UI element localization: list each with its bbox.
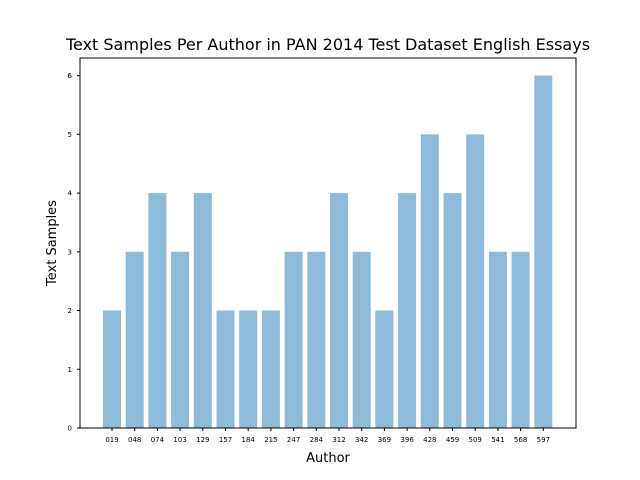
bar-428 bbox=[420, 134, 439, 428]
bar-019 bbox=[103, 310, 121, 428]
bar-459 bbox=[443, 193, 462, 428]
x-tick-label: 074 bbox=[151, 436, 165, 444]
bar-157 bbox=[216, 310, 235, 428]
x-tick-label: 019 bbox=[105, 436, 118, 444]
bar-568 bbox=[511, 251, 530, 428]
x-tick-label: 396 bbox=[400, 436, 414, 444]
x-tick-label: 312 bbox=[332, 436, 345, 444]
x-tick-label: 428 bbox=[423, 436, 436, 444]
x-tick-label: 184 bbox=[242, 436, 256, 444]
x-axis-label: Author bbox=[306, 451, 350, 466]
bar-074 bbox=[148, 193, 167, 428]
x-tick-label: 459 bbox=[446, 436, 459, 444]
y-tick-label: 2 bbox=[68, 307, 72, 315]
bar-541 bbox=[488, 251, 507, 428]
x-tick-label: 157 bbox=[219, 436, 232, 444]
x-tick-label: 342 bbox=[355, 436, 368, 444]
bar-597 bbox=[534, 75, 553, 428]
x-tick-label: 541 bbox=[491, 436, 504, 444]
x-tick-label: 247 bbox=[287, 436, 300, 444]
bar-215 bbox=[261, 310, 280, 428]
x-tick-label: 103 bbox=[173, 436, 186, 444]
x-tick-label: 597 bbox=[537, 436, 550, 444]
x-tick-label: 509 bbox=[469, 436, 482, 444]
x-tick-label: 284 bbox=[310, 436, 324, 444]
bar-312 bbox=[330, 193, 348, 428]
bar-509 bbox=[466, 134, 485, 428]
y-tick-label: 6 bbox=[68, 72, 73, 80]
y-tick-label: 1 bbox=[68, 366, 72, 374]
plot-frame bbox=[79, 57, 577, 429]
x-tick-label: 048 bbox=[128, 436, 141, 444]
x-tick-label: 568 bbox=[514, 436, 527, 444]
x-axis-ticks: 019 048 074 103 129 157 184 215 247 284 312 342 369 3… bbox=[105, 428, 550, 444]
bar-184 bbox=[239, 310, 258, 428]
bar-284 bbox=[307, 251, 326, 428]
y-tick-label: 3 bbox=[68, 248, 72, 256]
y-tick-label: 4 bbox=[68, 190, 73, 198]
bar-396 bbox=[398, 193, 417, 428]
x-tick-label: 215 bbox=[264, 436, 277, 444]
x-tick-label: 129 bbox=[196, 436, 209, 444]
chart-title: Text Samples Per Author in PAN 2014 Test… bbox=[65, 35, 590, 54]
x-tick-label: 369 bbox=[378, 436, 391, 444]
bar-247 bbox=[284, 251, 303, 428]
bar-048 bbox=[125, 251, 144, 428]
bar-369 bbox=[375, 310, 394, 428]
y-axis-label: Text Samples bbox=[45, 200, 60, 287]
bar-103 bbox=[171, 251, 190, 428]
y-axis-ticks: 0 1 2 3 4 5 6 bbox=[68, 72, 80, 433]
bars-group bbox=[103, 75, 553, 428]
bar-129 bbox=[193, 193, 212, 428]
bar-342 bbox=[352, 251, 371, 428]
y-tick-label: 0 bbox=[68, 425, 72, 433]
y-tick-label: 5 bbox=[68, 131, 72, 139]
